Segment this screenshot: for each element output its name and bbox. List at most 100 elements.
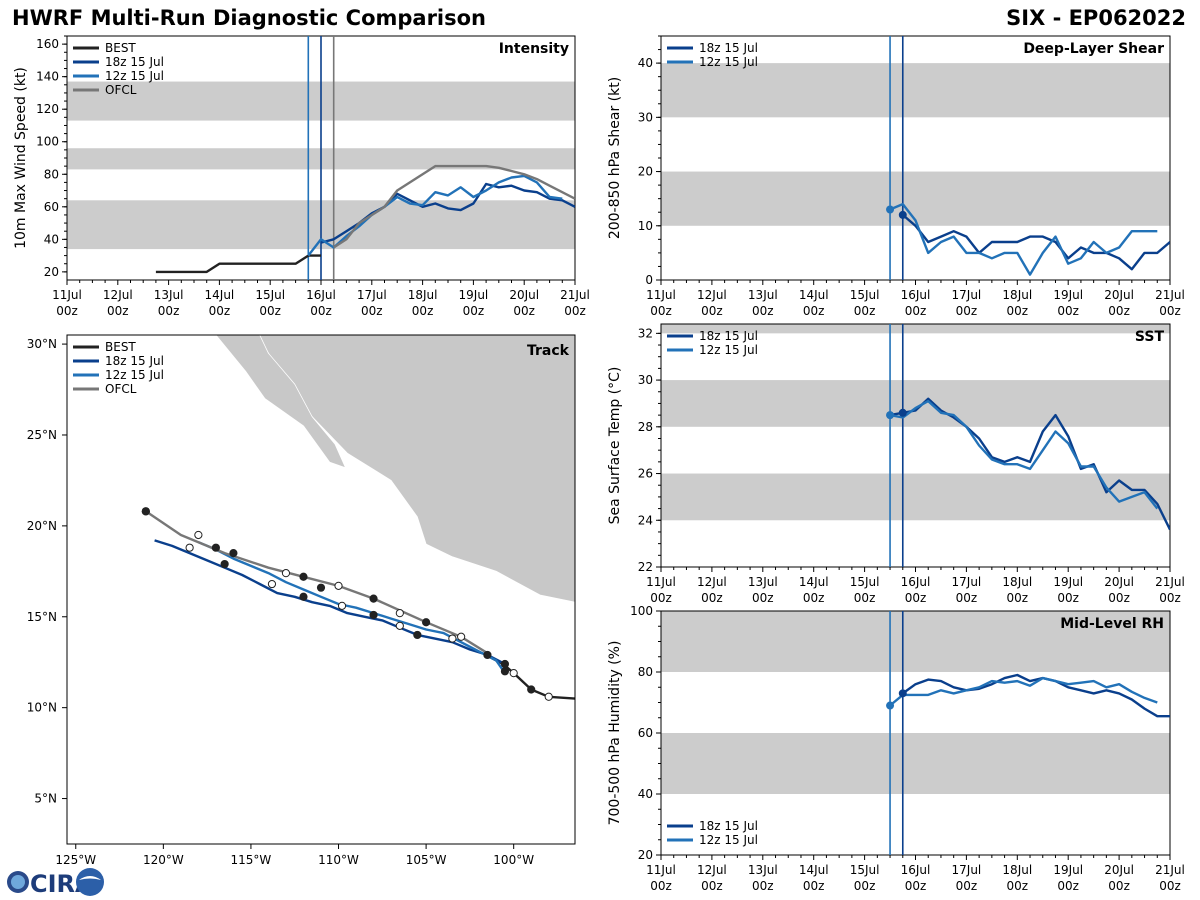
intensity-xtick-label: 17Jul <box>357 288 387 302</box>
deep-layer-shear-band <box>661 171 1170 226</box>
track-position-marker <box>220 559 229 569</box>
intensity-xtick-label: 00z <box>463 304 485 318</box>
mid-level-rh-xtick-label: 00z <box>1108 879 1130 893</box>
mid-level-rh-xtick-label: 00z <box>650 879 672 893</box>
intensity-xtick-label: 19Jul <box>459 288 489 302</box>
deep-layer-shear-series-18z-15-jul <box>902 213 1170 271</box>
mid-level-rh-xtick-label: 00z <box>1007 879 1029 893</box>
track-position-marker <box>544 692 553 701</box>
sst-series-18z-15-jul <box>889 397 1170 531</box>
deep-layer-shear-legend-label: 12z 15 Jul <box>699 55 758 69</box>
sst-frame <box>660 323 1171 568</box>
deep-layer-shear-series-12z-15-jul <box>889 202 1158 276</box>
sst-series-12z-15-jul <box>889 399 1159 510</box>
sst-panel: 22 24 26 28 30 32 11Jul 00z 12Jul 00z 13Jul 00z 14Ju… <box>607 323 1185 605</box>
deep-layer-shear-ytick-label: 30 <box>638 110 653 124</box>
mid-level-rh-xtick-label: 18Jul <box>1002 863 1032 877</box>
deep-layer-shear-xtick-label: 14Jul <box>799 288 829 302</box>
sst-xtick-label: 20Jul <box>1104 575 1134 589</box>
deep-layer-shear-xtick-label: 00z <box>854 304 876 318</box>
track-series-18z-15-jul <box>154 539 506 666</box>
track-position-marker <box>299 572 308 581</box>
deep-layer-shear-xtick-label: 00z <box>752 304 774 318</box>
mid-level-rh-ytick-label: 80 <box>638 665 653 679</box>
sst-xtick-label: 00z <box>752 591 774 605</box>
track-position-marker <box>316 583 326 592</box>
mid-level-rh-xtick-label: 00z <box>1159 879 1181 893</box>
sst-xtick-label: 00z <box>701 591 723 605</box>
intensity-ytick-label: 80 <box>44 167 59 181</box>
intensity-xtick-label: 15Jul <box>255 288 285 302</box>
deep-layer-shear-xtick-label: 21Jul <box>1155 288 1185 302</box>
sst-xtick-label: 00z <box>854 591 876 605</box>
sst-xtick-label: 16Jul <box>901 575 931 589</box>
intensity-panel: 20 40 60 80 100 120 140 160 11Jul 00z 12Jul 00z 13Ju… <box>13 35 590 318</box>
track-position-marker <box>457 632 466 641</box>
deep-layer-shear-xtick-label: 15Jul <box>850 288 880 302</box>
deep-layer-shear-title: Deep-Layer Shear <box>1023 41 1164 57</box>
intensity-xtick-label: 00z <box>158 304 180 318</box>
track-series-12z-15-jul <box>197 541 506 674</box>
mid-level-rh-init-marker <box>886 701 895 710</box>
sst-xtick-label: 00z <box>650 591 672 605</box>
mid-level-rh-xtick-label: 17Jul <box>952 863 982 877</box>
mid-level-rh-ytick-label: 60 <box>638 726 653 740</box>
intensity-xtick-label: 00z <box>513 304 535 318</box>
mid-level-rh-series-group <box>889 673 1170 718</box>
deep-layer-shear-xtick-label: 11Jul <box>646 288 676 302</box>
intensity-ytick-label: 60 <box>44 200 59 214</box>
mid-level-rh-init-marker <box>898 689 907 698</box>
track-position-marker <box>369 610 378 620</box>
sst-legend-label: 18z 15 Jul <box>699 329 758 343</box>
track-title: Track <box>527 343 570 359</box>
mid-level-rh-xtick-label: 00z <box>956 879 978 893</box>
mid-level-rh-series-12z-15-jul <box>889 676 1158 707</box>
sst-title: SST <box>1135 329 1165 345</box>
sst-band <box>661 380 1170 427</box>
track-position-marker <box>267 579 277 589</box>
mid-level-rh-ytick-label: 40 <box>638 787 653 801</box>
intensity-xtick-label: 00z <box>564 304 586 318</box>
track-position-marker <box>334 581 343 590</box>
deep-layer-shear-ylabel: 200-850 hPa Shear (kt) <box>607 77 623 239</box>
track-legend-label: 18z 15 Jul <box>105 354 164 368</box>
intensity-legend-label: 18z 15 Jul <box>105 55 164 69</box>
deep-layer-shear-xtick-label: 20Jul <box>1104 288 1134 302</box>
mid-level-rh-title: Mid-Level RH <box>1060 616 1164 632</box>
deep-layer-shear-ytick-label: 20 <box>638 165 653 179</box>
track-ytick-label: 15°N <box>27 610 57 624</box>
sst-xtick-label: 00z <box>803 591 825 605</box>
track-position-marker <box>229 549 238 558</box>
mid-level-rh-ylabel: 700-500 hPa Humidity (%) <box>607 641 623 826</box>
intensity-ytick-label: 160 <box>36 37 59 51</box>
sst-xtick-label: 00z <box>1159 591 1181 605</box>
mid-level-rh-xtick-label: 20Jul <box>1104 863 1134 877</box>
cira-logo-inner-icon <box>11 875 25 889</box>
sst-init-marker <box>886 411 895 420</box>
sst-xtick-label: 19Jul <box>1053 575 1083 589</box>
track-legend-label: BEST <box>105 340 136 354</box>
mid-level-rh-panel: 20 40 60 80 100 11Jul 00z 12Jul 00z 13Jul 00z 14Jul… <box>607 604 1185 893</box>
mid-level-rh-xtick-label: 00z <box>803 879 825 893</box>
track-position-marker <box>500 667 510 676</box>
track-xtick-label: 120°W <box>143 853 184 867</box>
sst-ytick-label: 22 <box>638 560 653 574</box>
mid-level-rh-xtick-label: 00z <box>752 879 774 893</box>
intensity-ytick-label: 140 <box>36 70 59 84</box>
intensity-xtick-label: 00z <box>107 304 129 318</box>
sst-ytick-label: 32 <box>638 326 653 340</box>
deep-layer-shear-ytick-label: 10 <box>638 219 653 233</box>
track-xtick-label: 110°W <box>318 853 359 867</box>
sst-ytick-label: 28 <box>638 420 653 434</box>
sst-series-group <box>889 397 1170 531</box>
mid-level-rh-xtick-label: 19Jul <box>1053 863 1083 877</box>
track-ytick-label: 30°N <box>27 337 57 351</box>
sst-band <box>661 324 1170 334</box>
mid-level-rh-band <box>661 611 1170 672</box>
sst-xtick-label: 00z <box>1007 591 1029 605</box>
deep-layer-shear-xtick-label: 19Jul <box>1053 288 1083 302</box>
deep-layer-shear-ytick-label: 40 <box>638 56 653 70</box>
sst-legend-label: 12z 15 Jul <box>699 343 758 357</box>
track-legend-label: 12z 15 Jul <box>105 368 164 382</box>
intensity-xtick-label: 11Jul <box>52 288 82 302</box>
